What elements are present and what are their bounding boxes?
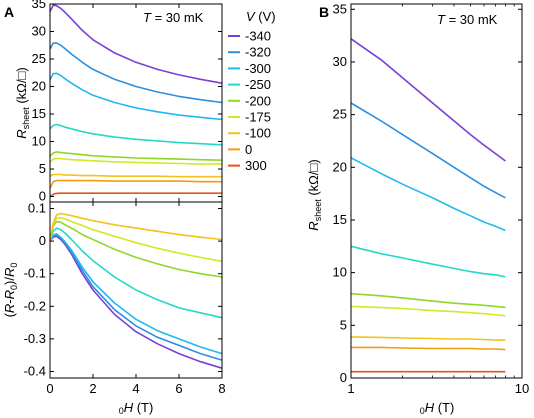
series-line-a-top--250 <box>49 123 223 146</box>
y-tick-label-a-top: 35 <box>32 0 46 11</box>
panel-a-xlabel: 0H (T) <box>119 400 154 416</box>
y-tick-label-a-top: 15 <box>32 106 46 121</box>
series-line-b--200 <box>350 292 506 309</box>
panel-a-temperature: T = 30 mK <box>143 10 204 25</box>
panel-b-ylabel: Rsheet (kΩ/□) <box>306 159 323 230</box>
y-tick-label-b: 35 <box>333 1 347 16</box>
panel-b-temperature: T = 30 mK <box>437 12 498 27</box>
panel-a-top-ticks: 0 5 10 15 20 25 30 35 <box>32 0 223 204</box>
x-tick-label-a-bottom: 4 <box>132 381 139 396</box>
panel-a-top-series-group <box>49 4 223 198</box>
series-line-a-bottom--300 <box>49 233 223 355</box>
legend-label--175: -175 <box>245 110 271 125</box>
series-line-b--320 <box>350 102 506 199</box>
y-tick-label-a-top: 5 <box>39 161 46 176</box>
series-line-b--100 <box>350 336 506 341</box>
panel-a-bottom-series-group <box>49 212 223 369</box>
x-tick-label-a-bottom: 2 <box>89 381 96 396</box>
series-line-a-top--200 <box>49 151 223 161</box>
series-line-a-top--340 <box>49 4 223 84</box>
series-line-a-top--175 <box>49 157 222 165</box>
series-line-a-top-300 <box>49 192 222 198</box>
series-line-b--340 <box>350 38 506 162</box>
series-line-b--250 <box>350 245 506 278</box>
series-line-b--175 <box>350 305 506 317</box>
series-line-a-bottom--100 <box>49 212 223 242</box>
y-tick-label-a-bottom: 0 <box>39 233 46 248</box>
panel-a-top: 0 5 10 15 20 25 30 35 T = 30 mK Rsheet (kΩ/□) <box>14 0 223 204</box>
x-tick-label-b: 10 <box>515 381 529 396</box>
y-tick-label-a-bottom: -0.3 <box>24 331 46 346</box>
series-line-a-top--320 <box>49 42 223 104</box>
y-tick-label-a-top: 25 <box>32 51 46 66</box>
y-tick-label-a-bottom: -0.1 <box>24 266 46 281</box>
panel-b-series-group <box>350 38 506 373</box>
y-tick-label-a-bottom: -0.2 <box>24 298 46 313</box>
series-line-a-bottom--200 <box>49 220 223 278</box>
series-line-a-bottom--250 <box>49 227 223 319</box>
series-line-a-bottom--175 <box>49 216 223 263</box>
y-tick-label-b: 5 <box>340 317 347 332</box>
series-line-a-top-0 <box>49 179 222 189</box>
x-tick-label-b: 1 <box>347 381 354 396</box>
panel-b-frame <box>350 3 523 379</box>
y-tick-label-a-bottom: 0.1 <box>28 201 46 216</box>
panel-a-top-frame <box>49 3 223 203</box>
series-line-b--300 <box>350 157 506 232</box>
x-tick-label-a-bottom: 0 <box>46 381 53 396</box>
y-tick-label-b: 15 <box>333 212 347 227</box>
legend-title: V (V) <box>246 9 276 24</box>
panel-a-bottom-ticks: 0.10-0.1-0.2-0.3-0.40 2 4 6 8 <box>24 201 226 396</box>
y-tick-label-b: 30 <box>333 54 347 69</box>
panel-a-bottom: 0.10-0.1-0.2-0.3-0.40 2 4 6 8 (R-R0)/R0 0H (… <box>2 201 226 416</box>
series-line-a-top--300 <box>49 72 223 121</box>
series-line-a-top--100 <box>49 173 222 178</box>
y-tick-label-a-top: 30 <box>32 24 46 39</box>
y-tick-label-b: 0 <box>340 370 347 385</box>
y-tick-label-a-top: 20 <box>32 79 46 94</box>
legend-label--300: -300 <box>245 61 271 76</box>
panel-a-bottom-frame <box>49 201 223 379</box>
legend-label-0: 0 <box>245 142 252 157</box>
panel-label-a: A <box>4 4 14 20</box>
series-line-a-bottom--340 <box>49 235 223 369</box>
legend-label--340: -340 <box>245 29 271 44</box>
legend-label--250: -250 <box>245 77 271 92</box>
series-line-b-0 <box>351 346 506 351</box>
x-tick-label-a-bottom: 8 <box>218 381 225 396</box>
legend-label--200: -200 <box>245 93 271 108</box>
panel-a-bottom-ylabel: (R-R0)/R0 <box>2 263 19 318</box>
y-tick-label-a-top: 10 <box>32 134 46 149</box>
legend-label--320: -320 <box>245 45 271 60</box>
y-tick-label-a-top: 0 <box>39 189 46 204</box>
y-tick-label-b: 10 <box>333 265 347 280</box>
legend-label--100: -100 <box>245 126 271 141</box>
panel-b: 0 5 10 15 20 25 30 35 1 10 T = 30 mK Rsheet (kΩ/□… <box>306 1 529 416</box>
y-tick-label-b: 25 <box>333 107 347 122</box>
panel-b-xlabel: 0H (T) <box>420 400 455 416</box>
y-tick-label-b: 20 <box>333 159 347 174</box>
panel-label-b: B <box>319 4 329 20</box>
y-tick-label-a-bottom: -0.4 <box>24 363 46 378</box>
legend-label-300: 300 <box>245 158 267 173</box>
series-line-a-bottom--320 <box>49 233 223 361</box>
panel-a-top-ylabel: Rsheet (kΩ/□) <box>14 67 31 138</box>
x-tick-label-a-bottom: 6 <box>175 381 182 396</box>
